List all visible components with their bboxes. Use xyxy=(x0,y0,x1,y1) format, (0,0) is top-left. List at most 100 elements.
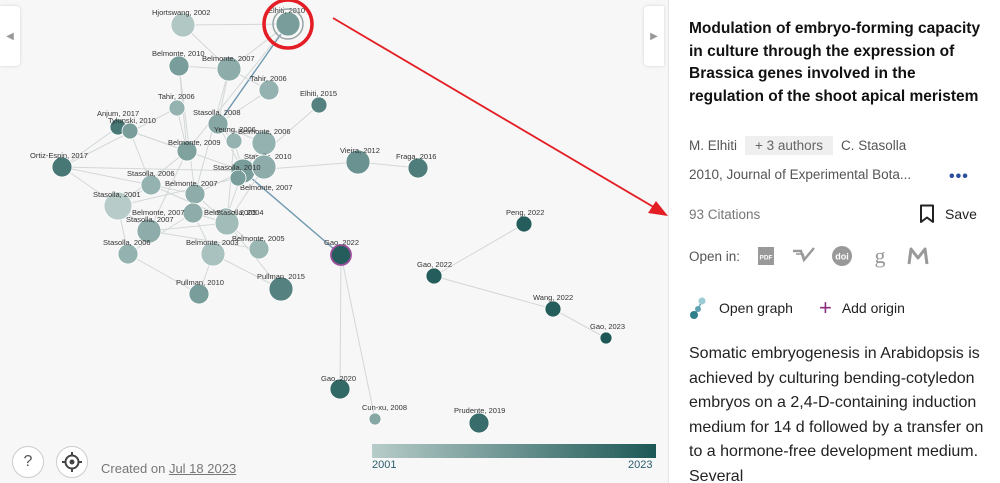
paper-node-circle[interactable] xyxy=(248,238,270,260)
recenter-button[interactable] xyxy=(56,446,88,478)
paper-node[interactable]: Stasolla, 2007 xyxy=(126,215,174,244)
paper-node[interactable]: Stasolla, 2010 xyxy=(213,163,261,187)
paper-node-circle[interactable] xyxy=(176,140,198,162)
paper-node-circle[interactable] xyxy=(188,283,210,305)
created-date-link[interactable]: Jul 18 2023 xyxy=(168,461,237,476)
paper-node-circle[interactable] xyxy=(200,241,226,267)
paper-node[interactable]: Belmonte, 2009 xyxy=(168,138,221,162)
paper-node[interactable]: Stasolla, 2008 xyxy=(193,108,241,135)
paper-node[interactable]: Hjortswang, 2002 xyxy=(152,8,210,38)
paper-node-circle[interactable] xyxy=(103,191,133,221)
paper-node-circle[interactable] xyxy=(136,218,162,244)
paper-node[interactable]: Tahir, 2006 xyxy=(250,74,287,101)
graph-canvas[interactable]: Hjortswang, 2002 Elhiti, 2010 Belmonte, 20… xyxy=(0,0,668,483)
paper-node[interactable]: Belmonte, 2003 xyxy=(186,238,239,267)
paper-node-circle[interactable] xyxy=(170,12,196,38)
first-author[interactable]: M. Elhiti xyxy=(689,138,738,153)
paper-node[interactable]: Cun-xu, 2008 xyxy=(362,403,407,426)
paper-node-label: Elhiti, 2015 xyxy=(300,89,337,98)
paper-node[interactable]: Yeung, 2006 xyxy=(214,125,256,150)
paper-node[interactable]: Stasolla, 2006 xyxy=(127,169,175,196)
add-origin-button[interactable]: + Add origin xyxy=(819,297,905,319)
paper-node[interactable]: Ortiz-Espin, 2017 xyxy=(30,151,88,178)
paper-node[interactable]: Wang, 2022 xyxy=(533,293,573,318)
paper-node[interactable]: Pullman, 2010 xyxy=(176,278,224,305)
paper-node-circle[interactable] xyxy=(544,300,562,318)
last-author[interactable]: C. Stasolla xyxy=(840,138,907,153)
crosshair-icon xyxy=(62,452,82,472)
paper-node[interactable]: Elhiti, 2015 xyxy=(300,89,337,114)
paper-node-label: Pullman, 2015 xyxy=(257,272,305,281)
paper-node[interactable]: Vieira, 2012 xyxy=(340,146,380,175)
more-dots-icon[interactable]: ••• xyxy=(949,168,969,185)
paper-node-circle[interactable] xyxy=(225,132,243,150)
paper-node-circle[interactable] xyxy=(599,331,613,345)
paper-node-circle[interactable] xyxy=(515,215,533,233)
paper-node[interactable]: Peng, 2022 xyxy=(506,208,544,233)
pdf-icon[interactable]: PDF xyxy=(754,244,778,268)
paper-node-circle[interactable] xyxy=(182,202,204,224)
paper-node-circle[interactable] xyxy=(168,55,190,77)
paper-node-circle[interactable] xyxy=(310,96,328,114)
annotation-arrowhead xyxy=(648,201,668,216)
collapse-left-tab[interactable]: ◀ xyxy=(0,6,20,66)
paper-node[interactable]: Gao, 2022 xyxy=(417,260,452,285)
paper-node-circle[interactable] xyxy=(216,56,242,82)
citation-edge xyxy=(117,177,239,207)
paper-node[interactable]: Elhiti, 2010 xyxy=(268,6,305,37)
paper-node[interactable]: Belmonte, 2007 xyxy=(202,54,255,82)
paper-node[interactable]: Stasolla, 2004 xyxy=(214,208,264,236)
collapse-right-tab[interactable]: ▶ xyxy=(644,6,664,66)
paper-node[interactable]: Belmonte, 2007 xyxy=(240,154,293,192)
paper-node[interactable]: Stasolla, 2006 xyxy=(103,238,151,265)
paper-node-circle[interactable] xyxy=(251,154,277,180)
paper-node-label: Belmonte, 2003 xyxy=(186,238,239,247)
paper-node[interactable]: Belmonte, 2010 xyxy=(152,49,205,77)
paper-node[interactable]: Stasolla, 2001 xyxy=(93,190,141,221)
paper-node-label: Belmonte, 2010 xyxy=(152,49,205,58)
paper-node-circle[interactable] xyxy=(168,99,186,117)
paper-node-circle[interactable] xyxy=(330,244,352,266)
paper-node[interactable]: Belmonte, 2007 xyxy=(132,202,204,224)
semantic-scholar-icon[interactable] xyxy=(792,244,816,268)
paper-node-circle[interactable] xyxy=(468,412,490,434)
paper-node[interactable]: Belmonte, 2007 xyxy=(165,179,218,205)
paper-node[interactable]: Tahir, 2006 xyxy=(158,92,195,117)
more-authors-button[interactable]: + 3 authors xyxy=(745,136,833,155)
paper-node-circle[interactable] xyxy=(425,267,443,285)
paper-node-label: Peng, 2022 xyxy=(506,208,544,217)
save-button[interactable]: Save xyxy=(919,204,977,224)
citation-graph[interactable]: Hjortswang, 2002 Elhiti, 2010 Belmonte, 20… xyxy=(0,0,668,483)
help-button[interactable]: ? xyxy=(12,446,44,478)
paper-node[interactable]: Pullman, 2015 xyxy=(257,272,305,302)
paper-node[interactable]: Belmonte, 2006 xyxy=(238,127,291,156)
paper-node-circle[interactable] xyxy=(207,113,229,135)
paper-node[interactable]: Fraga, 2016 xyxy=(396,152,436,179)
doi-icon[interactable]: doi xyxy=(830,244,854,268)
paper-node-circle[interactable] xyxy=(345,149,371,175)
paper-node-circle[interactable] xyxy=(258,79,280,101)
paper-node-circle[interactable] xyxy=(268,276,294,302)
paper-node[interactable]: Belmonte, 2005 xyxy=(232,234,285,260)
paper-node-circle[interactable] xyxy=(368,412,382,426)
paper-node-circle[interactable] xyxy=(214,210,240,236)
open-graph-button[interactable]: Open graph xyxy=(689,296,793,320)
mendeley-icon[interactable] xyxy=(906,244,930,268)
paper-node[interactable]: Gao, 2020 xyxy=(321,374,356,400)
paper-node-circle[interactable] xyxy=(407,157,429,179)
paper-node[interactable]: Gao, 2023 xyxy=(590,322,625,345)
paper-node-circle[interactable] xyxy=(229,169,247,187)
paper-node[interactable]: Prudente, 2019 xyxy=(454,406,505,434)
paper-node-circle[interactable] xyxy=(121,122,139,140)
question-icon: ? xyxy=(23,453,33,470)
paper-node-circle[interactable] xyxy=(140,174,162,196)
paper-node[interactable]: Tylunski, 2010 xyxy=(108,116,156,140)
google-scholar-icon[interactable]: g xyxy=(868,244,892,268)
paper-node-label: Fraga, 2016 xyxy=(396,152,436,161)
paper-node[interactable]: Gao, 2022 xyxy=(324,238,359,266)
paper-node-circle[interactable] xyxy=(51,156,73,178)
paper-node-circle[interactable] xyxy=(117,243,139,265)
citation-edge xyxy=(182,23,289,26)
paper-node-circle[interactable] xyxy=(329,378,351,400)
paper-node-circle[interactable] xyxy=(275,11,301,37)
